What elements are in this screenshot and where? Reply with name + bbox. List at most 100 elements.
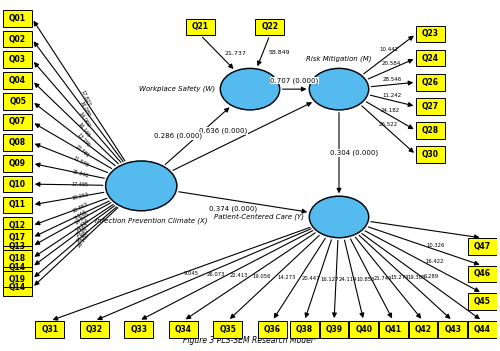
Text: 11.242: 11.242 bbox=[382, 93, 402, 98]
Text: Q44: Q44 bbox=[474, 325, 491, 334]
Text: Q47: Q47 bbox=[474, 242, 491, 251]
Text: Q28: Q28 bbox=[422, 126, 439, 135]
Text: 21.749: 21.749 bbox=[374, 276, 392, 281]
FancyBboxPatch shape bbox=[4, 238, 32, 254]
Text: 19.056: 19.056 bbox=[253, 273, 272, 279]
Text: 23.563: 23.563 bbox=[75, 221, 90, 237]
FancyBboxPatch shape bbox=[416, 122, 445, 139]
Text: 13.295: 13.295 bbox=[76, 133, 90, 148]
Text: 19.385: 19.385 bbox=[408, 275, 426, 280]
Text: Q34: Q34 bbox=[175, 325, 192, 334]
FancyBboxPatch shape bbox=[408, 321, 438, 338]
FancyBboxPatch shape bbox=[416, 26, 445, 42]
FancyBboxPatch shape bbox=[4, 197, 32, 213]
Text: 16.127: 16.127 bbox=[321, 277, 340, 282]
FancyBboxPatch shape bbox=[438, 321, 467, 338]
Text: 26.100: 26.100 bbox=[76, 232, 90, 248]
Text: 17.495: 17.495 bbox=[71, 182, 88, 187]
Text: Patient-Centered Care (Y): Patient-Centered Care (Y) bbox=[214, 214, 304, 220]
Text: 20.447: 20.447 bbox=[302, 276, 320, 281]
Text: 10.442: 10.442 bbox=[379, 47, 398, 52]
Text: Q32: Q32 bbox=[86, 325, 103, 334]
Text: 0.636 (0.000): 0.636 (0.000) bbox=[198, 128, 247, 134]
Text: 24.182: 24.182 bbox=[380, 108, 400, 113]
Text: Q35: Q35 bbox=[220, 325, 236, 334]
Text: 20.263: 20.263 bbox=[71, 192, 89, 201]
Text: 28.546: 28.546 bbox=[382, 77, 402, 82]
Text: 20.584: 20.584 bbox=[382, 61, 400, 66]
FancyBboxPatch shape bbox=[4, 259, 32, 275]
FancyBboxPatch shape bbox=[4, 271, 32, 287]
Text: 9.045: 9.045 bbox=[184, 271, 199, 276]
FancyBboxPatch shape bbox=[290, 321, 318, 338]
FancyBboxPatch shape bbox=[416, 98, 445, 115]
Text: Q19: Q19 bbox=[9, 274, 26, 284]
Text: Q42: Q42 bbox=[414, 325, 432, 334]
FancyBboxPatch shape bbox=[80, 321, 108, 338]
Circle shape bbox=[220, 68, 280, 110]
FancyBboxPatch shape bbox=[4, 250, 32, 267]
FancyBboxPatch shape bbox=[169, 321, 198, 338]
FancyBboxPatch shape bbox=[416, 146, 445, 163]
Text: 8.244: 8.244 bbox=[73, 209, 88, 221]
Text: Q07: Q07 bbox=[9, 118, 26, 126]
Text: Q23: Q23 bbox=[422, 29, 439, 38]
Text: Q14: Q14 bbox=[9, 263, 26, 272]
Text: 58.849: 58.849 bbox=[269, 49, 290, 54]
Text: Q31: Q31 bbox=[41, 325, 58, 334]
FancyBboxPatch shape bbox=[416, 74, 445, 91]
Text: Q43: Q43 bbox=[444, 325, 461, 334]
Text: Q41: Q41 bbox=[385, 325, 402, 334]
Text: Workplace Safety (W): Workplace Safety (W) bbox=[140, 86, 216, 92]
Text: Q14: Q14 bbox=[9, 283, 26, 292]
Text: Figure 3 PLS-SEM Research Model*: Figure 3 PLS-SEM Research Model* bbox=[183, 336, 317, 345]
Text: 22.781: 22.781 bbox=[74, 144, 90, 159]
Text: Q05: Q05 bbox=[9, 97, 26, 106]
FancyBboxPatch shape bbox=[4, 31, 32, 47]
FancyBboxPatch shape bbox=[350, 321, 378, 338]
FancyBboxPatch shape bbox=[36, 321, 64, 338]
Text: Q24: Q24 bbox=[422, 54, 439, 62]
Text: 21.737: 21.737 bbox=[224, 51, 246, 56]
Text: 15.279: 15.279 bbox=[391, 276, 409, 280]
Text: Q33: Q33 bbox=[130, 325, 147, 334]
Text: Q18: Q18 bbox=[9, 254, 26, 263]
Text: 6.289: 6.289 bbox=[424, 274, 438, 279]
Text: 14.825: 14.825 bbox=[74, 211, 90, 226]
Text: 16.422: 16.422 bbox=[425, 259, 444, 264]
Text: 16.080: 16.080 bbox=[78, 100, 91, 118]
Text: Q36: Q36 bbox=[264, 325, 281, 334]
Text: 26.522: 26.522 bbox=[378, 121, 398, 127]
FancyBboxPatch shape bbox=[320, 321, 348, 338]
Text: 24.114: 24.114 bbox=[338, 277, 357, 282]
Circle shape bbox=[106, 161, 177, 211]
Text: Q10: Q10 bbox=[9, 180, 26, 188]
Text: 10.326: 10.326 bbox=[426, 243, 445, 249]
Text: 0.374 (0.000): 0.374 (0.000) bbox=[209, 206, 257, 212]
FancyBboxPatch shape bbox=[4, 230, 32, 246]
FancyBboxPatch shape bbox=[468, 293, 496, 310]
Text: 10.853: 10.853 bbox=[356, 277, 374, 282]
Text: 17.827: 17.827 bbox=[80, 90, 91, 107]
Text: Q30: Q30 bbox=[422, 150, 439, 159]
Text: Q40: Q40 bbox=[355, 325, 372, 334]
Text: Q13: Q13 bbox=[9, 242, 26, 251]
Text: 0.304 (0.000): 0.304 (0.000) bbox=[330, 150, 378, 156]
FancyBboxPatch shape bbox=[379, 321, 408, 338]
FancyBboxPatch shape bbox=[4, 114, 32, 130]
Text: Q12: Q12 bbox=[9, 221, 26, 230]
FancyBboxPatch shape bbox=[214, 321, 242, 338]
FancyBboxPatch shape bbox=[186, 19, 215, 35]
FancyBboxPatch shape bbox=[468, 238, 496, 254]
FancyBboxPatch shape bbox=[416, 50, 445, 66]
Text: Q09: Q09 bbox=[9, 159, 26, 168]
Text: Q01: Q01 bbox=[9, 14, 26, 23]
Text: Q45: Q45 bbox=[474, 297, 491, 306]
Text: Q38: Q38 bbox=[296, 325, 313, 334]
FancyBboxPatch shape bbox=[4, 217, 32, 234]
Text: Q02: Q02 bbox=[9, 34, 26, 44]
Text: 11.578: 11.578 bbox=[72, 156, 90, 169]
Text: Q11: Q11 bbox=[9, 200, 26, 209]
Text: 0.286 (0.000): 0.286 (0.000) bbox=[154, 133, 202, 139]
FancyBboxPatch shape bbox=[4, 279, 32, 296]
